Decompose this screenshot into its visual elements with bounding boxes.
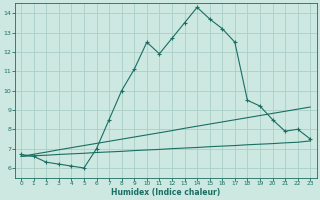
X-axis label: Humidex (Indice chaleur): Humidex (Indice chaleur) bbox=[111, 188, 220, 197]
